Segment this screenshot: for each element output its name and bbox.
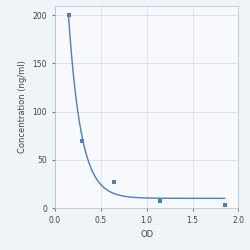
- Y-axis label: Concentration (ng/ml): Concentration (ng/ml): [18, 60, 27, 153]
- Point: [66, 13, 70, 17]
- Point: [158, 198, 162, 202]
- Point: [223, 203, 227, 207]
- X-axis label: OD: OD: [140, 230, 153, 239]
- Point: [80, 139, 84, 143]
- Point: [112, 180, 116, 184]
